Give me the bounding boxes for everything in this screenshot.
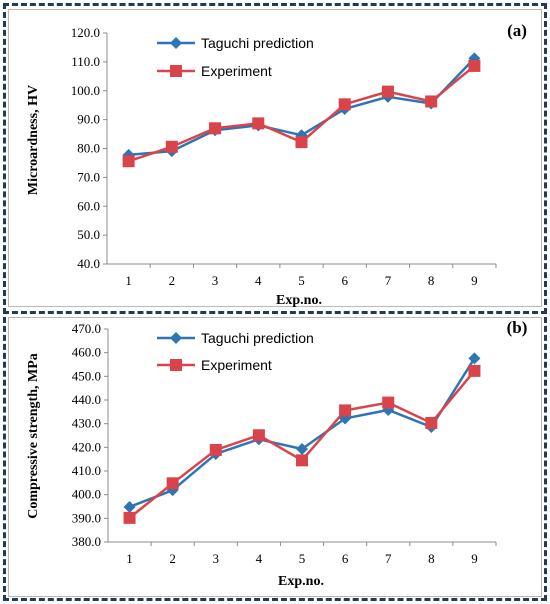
data-point-taguchi-prediction — [123, 500, 136, 513]
y-tick-label: 460.0 — [72, 345, 101, 360]
data-point-experiment — [468, 364, 481, 377]
legend-label-experiment-b: Experiment — [201, 357, 272, 373]
y-tick-label: 380.0 — [72, 534, 101, 549]
x-tick-label: 3 — [212, 273, 219, 288]
legend-marker-taguchi-a — [170, 37, 182, 49]
plot-area-b: 380.0 390.0 400.0 410.0 420.0 430.0 440.0 450.0… — [72, 321, 497, 566]
legend-marker-taguchi-b — [170, 332, 182, 344]
x-tick-label: 2 — [169, 551, 176, 566]
x-tick-label: 5 — [299, 551, 306, 566]
data-point-experiment — [209, 443, 222, 456]
legend-label-taguchi-b: Taguchi prediction — [201, 330, 314, 346]
data-point-experiment — [381, 85, 394, 98]
x-tick-label: 8 — [428, 273, 435, 288]
x-tick-label: 1 — [126, 551, 133, 566]
data-point-experiment — [425, 95, 438, 108]
data-point-taguchi-prediction — [339, 412, 352, 425]
y-tick-label: 450.0 — [72, 368, 101, 383]
x-axis-title-b: Exp.no. — [278, 574, 324, 589]
compressive-strength-chart: (b) Compressive strength, MPa Exp.no. Ta… — [26, 318, 528, 589]
data-point-taguchi-prediction — [468, 352, 481, 365]
data-point-experiment — [123, 511, 136, 524]
data-point-taguchi-prediction — [166, 484, 179, 497]
data-point-taguchi-prediction — [468, 52, 481, 65]
y-axis-title-a: Microardness, HV — [26, 85, 41, 195]
figure-frame — [3, 3, 547, 601]
data-point-experiment — [252, 117, 265, 130]
legend-label-experiment-a: Experiment — [201, 63, 272, 79]
data-point-experiment — [295, 136, 308, 149]
y-tick-label: 440.0 — [72, 392, 101, 407]
x-tick-label: 5 — [298, 273, 305, 288]
data-point-experiment — [382, 396, 395, 409]
y-tick-label: 70.0 — [77, 169, 100, 184]
x-tick-label: 8 — [428, 551, 435, 566]
x-tick-label: 7 — [385, 551, 392, 566]
data-point-experiment — [252, 429, 265, 442]
legend-a: Taguchi prediction Experiment — [157, 35, 314, 79]
legend-marker-experiment-b — [170, 359, 182, 371]
x-axis-title-a: Exp.no. — [276, 293, 322, 308]
data-point-experiment — [339, 404, 352, 417]
chart-panel-b: (b) Compressive strength, MPa Exp.no. Ta… — [8, 317, 542, 597]
y-tick-label: 60.0 — [77, 198, 100, 213]
data-point-experiment — [296, 454, 308, 467]
data-point-experiment — [165, 140, 178, 153]
microhardness-chart: (a) Microardness, HV Exp.no. Taguchi pre… — [26, 21, 527, 308]
data-point-experiment — [122, 155, 135, 168]
legend-b: Taguchi prediction Experiment — [157, 330, 314, 373]
y-tick-label: 100.0 — [71, 83, 100, 98]
y-tick-label: 110.0 — [71, 54, 100, 69]
data-point-experiment — [209, 122, 222, 135]
plot-area-a: 40.0 50.0 60.0 70.0 80.0 90.0 100.0 110.0 120.0 1… — [71, 25, 497, 288]
x-tick-label: 3 — [213, 551, 220, 566]
x-tick-label: 2 — [169, 273, 176, 288]
data-point-experiment — [425, 416, 438, 429]
panel-divider — [3, 311, 547, 314]
data-point-experiment — [468, 59, 481, 72]
y-tick-label: 40.0 — [77, 256, 100, 271]
y-tick-label: 50.0 — [77, 227, 100, 242]
legend-marker-experiment-a — [170, 65, 182, 77]
x-tick-label: 6 — [342, 551, 349, 566]
y-tick-label: 90.0 — [77, 112, 100, 127]
x-tick-label: 6 — [341, 273, 348, 288]
data-point-experiment — [338, 98, 351, 111]
data-point-taguchi-prediction — [296, 442, 308, 455]
y-tick-label: 430.0 — [72, 416, 101, 431]
panel-label-b: (b) — [507, 318, 528, 337]
y-tick-label: 470.0 — [72, 321, 101, 336]
y-axis-title-b: Compressive strength, MPa — [26, 353, 41, 519]
panel-label-a: (a) — [507, 21, 527, 40]
x-tick-label: 7 — [385, 273, 392, 288]
y-tick-label: 80.0 — [77, 141, 100, 156]
x-tick-label: 9 — [471, 273, 478, 288]
legend-label-taguchi-a: Taguchi prediction — [201, 35, 314, 51]
y-tick-label: 410.0 — [72, 463, 101, 478]
y-tick-label: 120.0 — [71, 25, 100, 40]
x-tick-label: 4 — [256, 551, 263, 566]
x-tick-label: 9 — [471, 551, 478, 566]
data-point-experiment — [166, 477, 179, 490]
chart-panel-a: (a) Microardness, HV Exp.no. Taguchi pre… — [8, 9, 542, 308]
x-tick-label: 4 — [255, 273, 262, 288]
y-tick-label: 390.0 — [72, 510, 101, 525]
x-tick-label: 1 — [125, 273, 132, 288]
y-tick-label: 400.0 — [72, 487, 101, 502]
y-tick-label: 420.0 — [72, 439, 101, 454]
series-line-taguchi-prediction — [129, 357, 476, 509]
